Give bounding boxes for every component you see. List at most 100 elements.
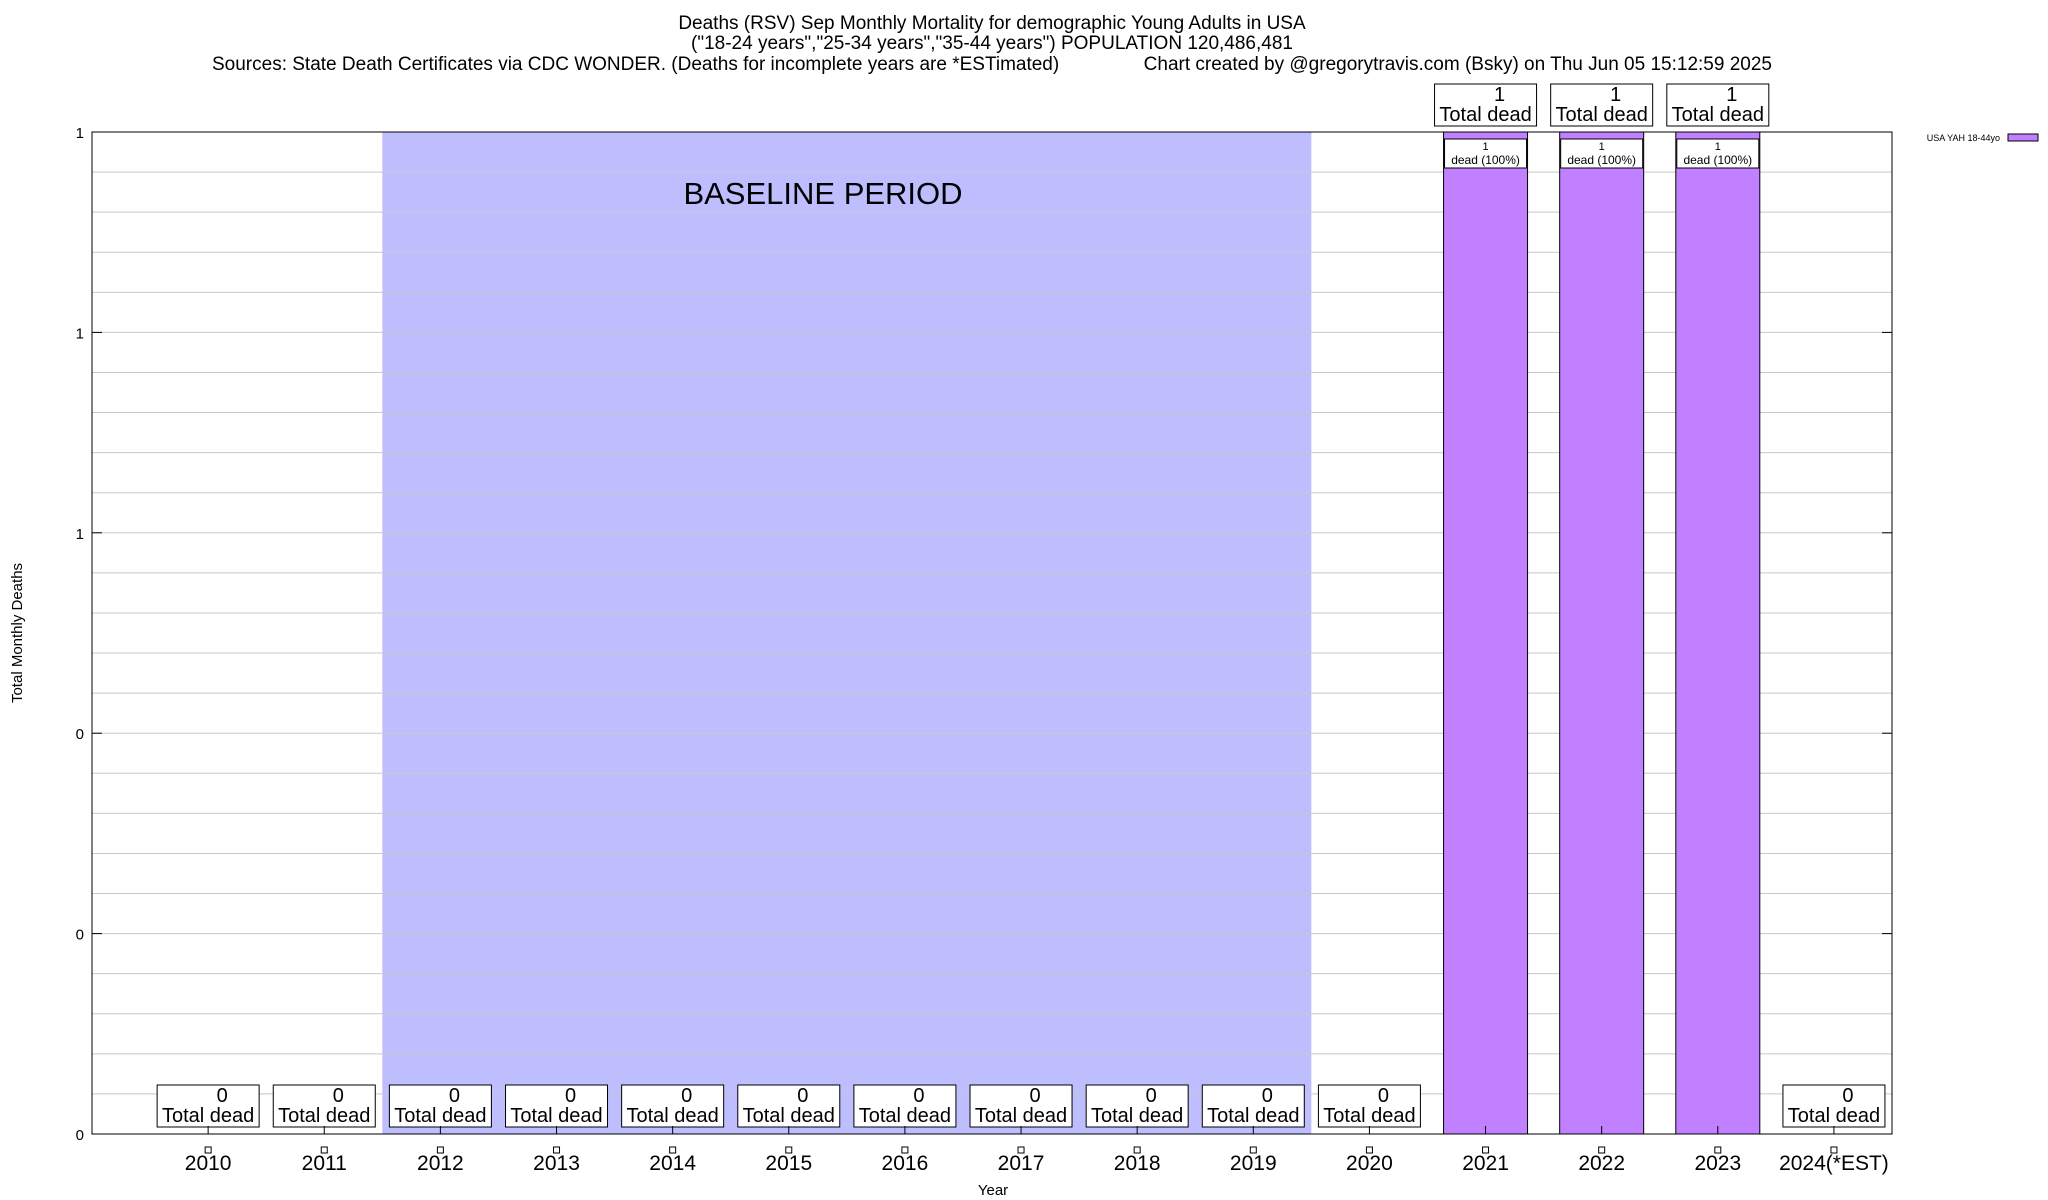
x-tick-label: 2017 xyxy=(998,1152,1045,1175)
x-tick-label: 2016 xyxy=(882,1152,929,1175)
y-tick-label: 1 xyxy=(76,526,84,543)
baseline-period-label: BASELINE PERIOD xyxy=(683,176,962,211)
x-tick-marker xyxy=(1249,1146,1257,1154)
total-label-box xyxy=(1317,1084,1421,1128)
total-label-box xyxy=(621,1084,725,1128)
total-dead-label: Total dead xyxy=(1788,1105,1880,1127)
total-value-label: 0 xyxy=(217,1085,228,1107)
total-dead-label: Total dead xyxy=(394,1105,486,1127)
bar-2021 xyxy=(1443,131,1529,1135)
x-tick-label: 2011 xyxy=(302,1152,347,1175)
x-tick-label: 2023 xyxy=(1694,1152,1741,1175)
total-label-box xyxy=(1550,83,1654,127)
chart-title: Deaths (RSV) Sep Monthly Mortality for d… xyxy=(678,13,1306,34)
x-tick-marker xyxy=(901,1146,909,1154)
x-tick-label: 2010 xyxy=(185,1152,232,1175)
total-value-label: 1 xyxy=(1494,84,1505,106)
bar-2022 xyxy=(1559,131,1645,1135)
total-dead-label: Total dead xyxy=(975,1105,1067,1127)
chart-subtitle: ("18-24 years","25-34 years","35-44 year… xyxy=(691,33,1293,54)
plot-frame xyxy=(91,131,1893,1135)
legend-swatch xyxy=(2007,133,2039,142)
x-tick-label: 2018 xyxy=(1114,1152,1161,1175)
x-tick-label: 2020 xyxy=(1346,1152,1393,1175)
bar-inner-label: dead (100%) xyxy=(1567,153,1636,167)
y-tick-label: 0 xyxy=(76,927,84,944)
total-value-label: 0 xyxy=(449,1085,460,1107)
x-tick-marker xyxy=(785,1146,793,1154)
total-value-label: 0 xyxy=(333,1085,344,1107)
total-value-label: 0 xyxy=(1262,1085,1273,1107)
total-value-label: 0 xyxy=(797,1085,808,1107)
bar-inner-label: dead (100%) xyxy=(1451,153,1520,167)
total-dead-label: Total dead xyxy=(510,1105,602,1127)
x-tick-marker xyxy=(1830,1146,1838,1154)
x-tick-label: 2013 xyxy=(533,1152,580,1175)
bar-inner-value: 1 xyxy=(1715,141,1721,153)
total-dead-label: Total dead xyxy=(1556,104,1648,126)
total-dead-label: Total dead xyxy=(1439,104,1531,126)
x-tick-marker xyxy=(1714,1146,1722,1154)
total-value-label: 1 xyxy=(1726,84,1737,106)
x-tick-marker xyxy=(1482,1146,1490,1154)
total-dead-label: Total dead xyxy=(626,1105,718,1127)
x-tick-label: 2022 xyxy=(1578,1152,1625,1175)
x-tick-marker xyxy=(1598,1146,1606,1154)
bar-inner-label-box xyxy=(1560,138,1644,169)
baseline-period-region xyxy=(382,132,1312,1134)
bar-inner-value: 1 xyxy=(1599,141,1605,153)
total-dead-label: Total dead xyxy=(1323,1105,1415,1127)
legend-label: USA YAH 18-44yo xyxy=(1927,133,2000,143)
x-tick-marker xyxy=(436,1146,444,1154)
x-tick-label: 2021 xyxy=(1462,1152,1509,1175)
y-tick-label: 1 xyxy=(76,125,84,142)
bar-inner-label-box xyxy=(1444,138,1528,169)
x-tick-marker xyxy=(1017,1146,1025,1154)
total-value-label: 0 xyxy=(1029,1085,1040,1107)
total-value-label: 0 xyxy=(1146,1085,1157,1107)
total-label-box xyxy=(1434,83,1538,127)
y-axis-label: Total Monthly Deaths xyxy=(9,563,26,703)
total-value-label: 0 xyxy=(1842,1085,1853,1107)
x-axis-label: Year xyxy=(978,1182,1008,1199)
x-tick-marker xyxy=(320,1146,328,1154)
total-value-label: 0 xyxy=(565,1085,576,1107)
bar-inner-value: 1 xyxy=(1482,141,1488,153)
total-dead-label: Total dead xyxy=(162,1105,254,1127)
y-tick-label: 1 xyxy=(76,325,84,342)
total-value-label: 0 xyxy=(681,1085,692,1107)
total-label-box xyxy=(1201,1084,1305,1128)
bar-inner-label-box xyxy=(1676,138,1760,169)
y-tick-label: 0 xyxy=(76,1127,84,1144)
x-tick-marker xyxy=(1133,1146,1141,1154)
total-label-box xyxy=(505,1084,609,1128)
total-dead-label: Total dead xyxy=(859,1105,951,1127)
total-dead-label: Total dead xyxy=(278,1105,370,1127)
total-value-label: 1 xyxy=(1610,84,1621,106)
y-tick-label: 0 xyxy=(76,726,84,743)
chart-sources-line: Sources: State Death Certificates via CD… xyxy=(212,54,1772,75)
x-tick-label: 2015 xyxy=(765,1152,812,1175)
x-tick-label: 2014 xyxy=(649,1152,696,1175)
x-tick-label: 2024(*EST) xyxy=(1779,1152,1889,1175)
x-tick-label: 2019 xyxy=(1230,1152,1277,1175)
x-tick-marker xyxy=(204,1146,212,1154)
total-dead-label: Total dead xyxy=(1091,1105,1183,1127)
total-label-box xyxy=(156,1084,260,1128)
total-dead-label: Total dead xyxy=(1672,104,1764,126)
total-value-label: 0 xyxy=(913,1085,924,1107)
total-dead-label: Total dead xyxy=(743,1105,835,1127)
total-label-box xyxy=(272,1084,376,1128)
total-label-box xyxy=(853,1084,957,1128)
x-tick-label: 2012 xyxy=(417,1152,464,1175)
x-tick-marker xyxy=(553,1146,561,1154)
bar-inner-label: dead (100%) xyxy=(1683,153,1752,167)
total-label-box xyxy=(1666,83,1770,127)
x-tick-marker xyxy=(669,1146,677,1154)
total-label-box xyxy=(1782,1084,1886,1128)
total-label-box xyxy=(969,1084,1073,1128)
x-tick-marker xyxy=(1365,1146,1373,1154)
total-dead-label: Total dead xyxy=(1207,1105,1299,1127)
bar-2023 xyxy=(1675,131,1761,1135)
